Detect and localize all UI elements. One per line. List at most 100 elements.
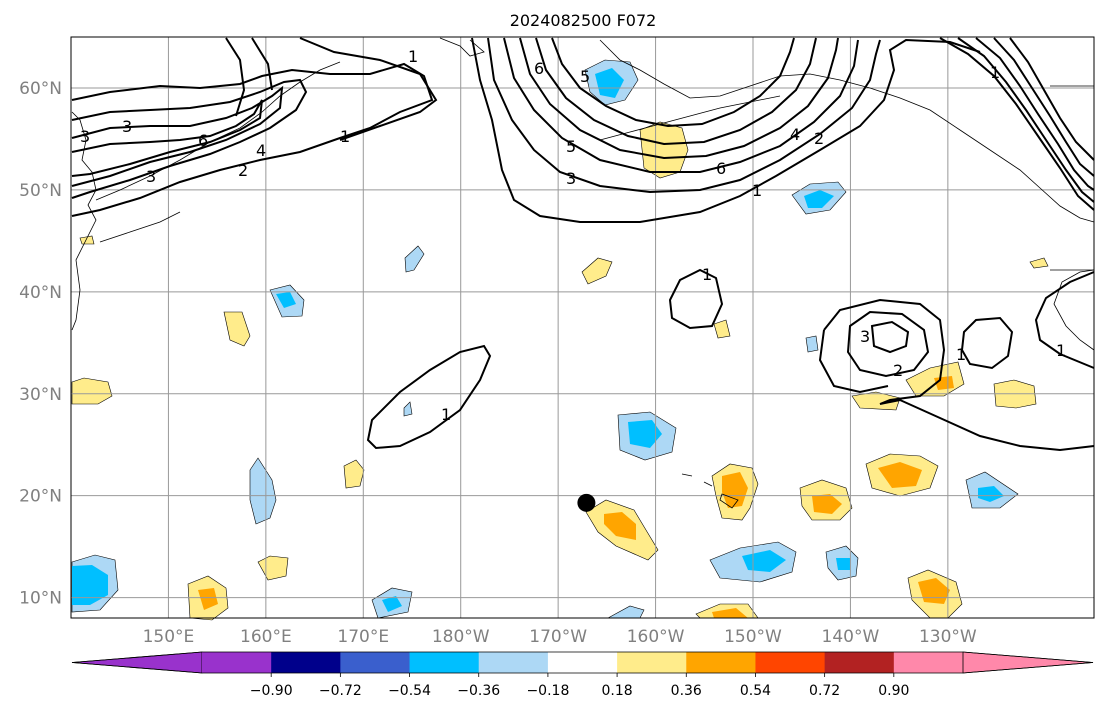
neg-shade-13: [805, 335, 819, 353]
coastlines: [71, 37, 1095, 509]
neg-shade-6: [249, 457, 277, 525]
contour-ne-1: [939, 37, 1095, 211]
contour-1-nw: [71, 62, 434, 217]
colorbar-outline: [71, 651, 1094, 674]
colorbar-segment: [202, 652, 272, 673]
coast-chukotka: [439, 37, 485, 57]
contour-1-east: [823, 298, 1095, 452]
contour-label: 2: [814, 129, 824, 148]
contour-2-ridge: [487, 37, 881, 194]
contour-label: 1: [702, 265, 712, 284]
colorbar-segment: [271, 652, 341, 673]
contour-label: 3: [80, 127, 90, 146]
latitude-labels: 10°N 20°N 30°N 40°N 50°N 60°N: [19, 79, 62, 609]
lon-label: 160°W: [627, 627, 685, 647]
neg-core-9: [836, 558, 850, 570]
contour-label: 1: [441, 405, 451, 424]
colorbar-segment: [478, 652, 549, 673]
field-shading: [71, 59, 1049, 621]
contour-1-ridge: [299, 37, 438, 141]
colorbar-tick-label: −0.54: [388, 683, 431, 699]
contour-label: 6: [534, 59, 544, 78]
coast-kamchatka: [99, 211, 181, 243]
lat-label: 20°N: [19, 487, 62, 507]
colorbar-segment: [617, 652, 687, 673]
neg-core-1: [72, 565, 108, 605]
colorbar-tick-label: −0.36: [457, 683, 500, 699]
neg-core-3: [595, 68, 624, 98]
neg-shade-12: [404, 245, 425, 273]
contour-label: 6: [198, 131, 208, 150]
contour-2-nw: [71, 78, 308, 199]
neg-shade-11: [607, 605, 645, 619]
contour-1-coast: [1034, 271, 1095, 369]
lon-label: 180°W: [432, 627, 490, 647]
pos-shade-16: [851, 391, 901, 411]
longitude-labels: 150°E 160°E 170°E 180°W 170°W 160°W 150°W 140°W…: [143, 627, 977, 647]
colorbar-segment: [547, 652, 618, 673]
lon-label: 160°E: [240, 627, 292, 647]
coast-hawaii: [681, 473, 739, 509]
neg-core-10: [382, 596, 402, 612]
pos-shade-1: [639, 121, 689, 179]
contour-1-ridge-big: [471, 37, 981, 223]
coast-alaska: [599, 39, 1095, 223]
contour-label: 1: [1056, 341, 1066, 360]
contour-label: 5: [580, 67, 590, 86]
colorbar-tick-label: 0.90: [878, 683, 909, 699]
contour-label: 4: [256, 141, 266, 160]
colorbar-tick-label: −0.90: [250, 683, 293, 699]
contour-3-nw: [71, 85, 284, 187]
contour-2-east: [846, 310, 930, 378]
pos-shade-12: [257, 555, 289, 581]
pos-shade-2: [581, 257, 613, 285]
contour-label: 6: [716, 159, 726, 178]
contour-1-east-b: [818, 329, 889, 394]
contour-4-ridge: [519, 37, 839, 160]
contour-labels: 1 1 1 1 1 1 1 2 2 2 3 3 3 3 4 4 5 5 6 6 …: [80, 47, 1066, 424]
pos-core-7: [722, 472, 748, 508]
contour-nw-trough-2: [251, 37, 273, 91]
contour-label: 3: [122, 117, 132, 136]
pos-core-13: [712, 608, 748, 618]
contour-label: 2: [238, 161, 248, 180]
contour-3-ridge: [503, 37, 859, 173]
lon-label: 150°W: [724, 627, 782, 647]
colorbar-segment: [755, 652, 826, 673]
height-contours: [71, 37, 1095, 452]
pos-core-8: [812, 494, 842, 514]
colorbar-tick-label: −0.18: [526, 683, 569, 699]
contour-label: 3: [566, 169, 576, 188]
colorbar-segment: [824, 652, 895, 673]
map-frame: [70, 36, 1095, 619]
coast-kuril: [95, 61, 341, 201]
colorbar-segment: [409, 652, 480, 673]
colorbar-tick-label: 0.72: [809, 683, 840, 699]
contour-label: 1: [956, 345, 966, 364]
neg-core-8: [978, 486, 1004, 502]
contour-ne-4: [993, 37, 1095, 177]
contour-label: 1: [990, 63, 1000, 82]
contour-label: 1: [408, 47, 418, 66]
lon-label: 140°W: [822, 627, 880, 647]
contour-label: 4: [790, 125, 800, 144]
contour-label: 3: [146, 167, 156, 186]
lat-label: 30°N: [19, 385, 62, 405]
pos-core-9: [878, 462, 922, 488]
colorbar-tick-label: 0.54: [740, 683, 771, 699]
colorbar-extend-high: [962, 651, 1094, 674]
neg-core-2: [628, 420, 662, 448]
colorbar-segment: [893, 652, 964, 673]
contour-1-east-small: [960, 316, 1014, 370]
lat-label: 10°N: [19, 589, 62, 609]
colorbar: [71, 651, 1094, 674]
pos-shade-4: [71, 377, 113, 405]
lon-label: 170°E: [337, 627, 389, 647]
colorbar-tick-label: −0.72: [319, 683, 362, 699]
contour-label: 1: [752, 181, 762, 200]
lon-label: 130°W: [919, 627, 977, 647]
pos-core-14: [934, 376, 954, 390]
pos-core-6: [604, 512, 636, 540]
neg-shade-14: [403, 401, 413, 417]
colorbar-extend-low: [71, 651, 203, 674]
